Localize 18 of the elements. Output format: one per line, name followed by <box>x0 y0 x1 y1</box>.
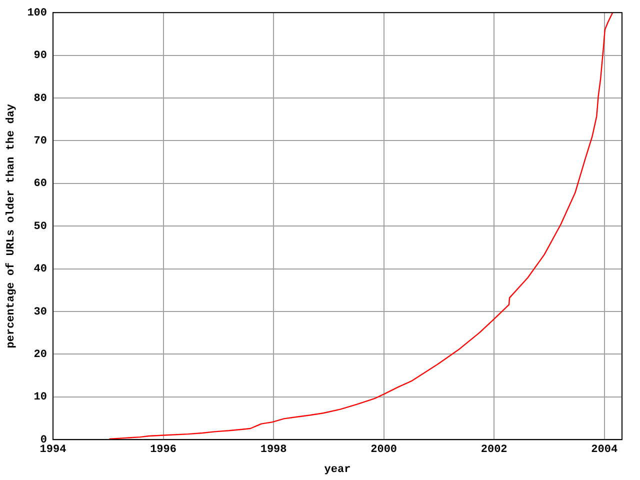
y-tick-label: 100 <box>27 7 48 20</box>
x-tick-label: 1994 <box>40 444 67 456</box>
x-tick-label: 1998 <box>260 444 288 456</box>
x-axis-title: year <box>324 464 351 476</box>
y-tick-label: 40 <box>34 264 48 276</box>
x-tick-label: 2004 <box>591 444 618 456</box>
y-tick-label: 30 <box>34 306 48 318</box>
x-tick-label: 1996 <box>150 444 176 456</box>
y-tick-label: 50 <box>34 220 48 233</box>
y-tick-label: 60 <box>34 178 48 190</box>
y-tick-label: 90 <box>34 50 48 62</box>
y-tick-label: 80 <box>34 92 48 105</box>
y-tick-label: 20 <box>34 348 48 361</box>
y-tick-label: 10 <box>34 392 48 404</box>
x-tick-label: 2000 <box>370 444 398 456</box>
x-tick-label: 2002 <box>480 444 508 456</box>
y-axis-title: percentage of URLs older than the day <box>4 104 18 348</box>
y-tick-label: 70 <box>34 135 48 148</box>
